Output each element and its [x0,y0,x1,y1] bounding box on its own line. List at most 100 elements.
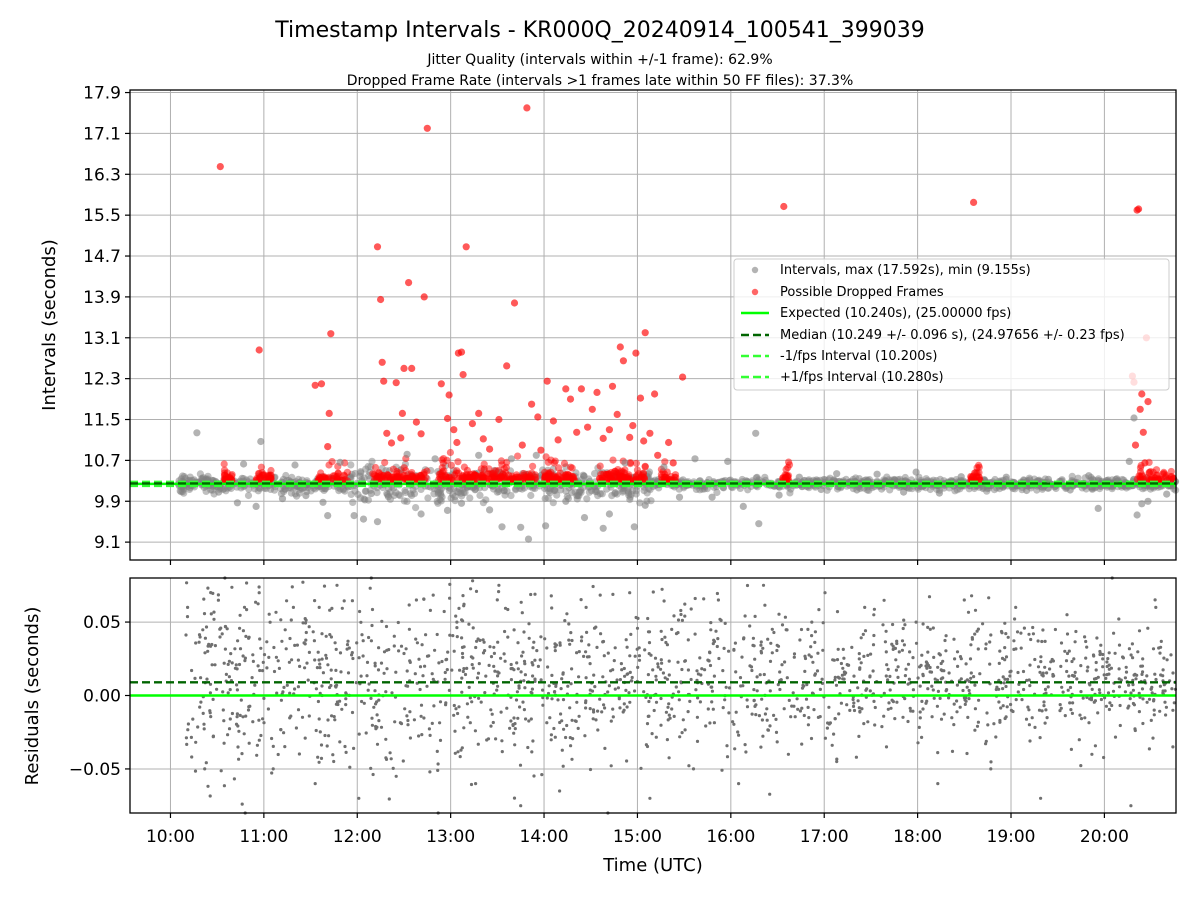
residual-cloud-point [931,688,935,692]
residual-cloud-point [1092,700,1096,704]
residual-cloud-point [812,708,816,712]
residual-cloud-point [406,718,410,723]
residual-cloud-point [332,759,336,764]
residual-cloud-point [303,642,307,646]
residual-cloud-point [654,700,659,704]
residual-cloud-point [246,708,251,712]
residual-cloud-point [245,581,249,585]
residual-cloud-point [835,610,840,614]
residual-cloud-point [1158,709,1162,713]
residual-cloud-point [921,672,925,676]
residual-cloud-point [407,603,411,607]
interval-point [675,493,684,501]
residual-cloud-point [476,742,480,746]
top-y-tick-label: 11.5 [83,411,121,431]
residual-cloud-point [1079,690,1083,694]
residual-cloud-point [828,721,833,725]
residual-cloud-point [194,641,198,645]
residual-cloud-point [798,709,803,713]
residual-cloud-point [656,662,660,666]
residual-cloud-point [1063,649,1067,653]
residual-cloud-point [854,755,859,759]
residual-cloud-point [196,725,200,729]
residual-cloud-point [598,593,602,597]
interval-cloud-point [591,470,599,478]
residual-cloud-point [1129,653,1133,657]
residual-cloud-point [628,654,632,658]
residual-cloud-point [775,648,779,653]
residual-cloud-point [590,689,595,693]
dropped-frame-cloud-point [1167,467,1175,476]
residual-cloud-point [436,768,440,773]
dropped-frame-point [584,423,592,431]
residual-cloud-point [1172,701,1176,705]
residual-cloud-point [354,681,358,685]
residual-cloud-point [451,634,455,638]
interval-point [755,520,763,528]
residual-cloud-point [884,674,888,678]
residual-cloud-point [548,716,552,720]
residual-cloud-point [958,655,963,659]
residual-cloud-point [582,654,586,659]
residual-cloud-point [753,657,757,661]
residual-cloud-point [235,712,239,716]
dropped-frame-point [654,451,662,459]
residual-cloud-point [903,674,908,678]
residual-cloud-point [1107,651,1111,655]
residual-cloud-point [613,646,617,650]
interval-point [302,492,310,500]
residual-cloud-point [609,669,613,673]
residual-cloud-point [462,645,466,649]
residual-cloud-point [900,648,905,652]
residual-cloud-point [288,636,292,641]
residual-cloud-point [362,701,366,705]
residual-cloud-point [373,689,377,693]
residual-cloud-point [375,725,379,729]
residual-cloud-point [1065,669,1069,674]
residual-point [716,598,721,602]
residual-cloud-point [298,664,302,669]
residual-cloud-point [1118,703,1122,708]
residual-cloud-point [201,628,205,632]
residual-point [1065,613,1069,617]
residual-cloud-point [1003,646,1007,650]
top-y-tick-label: 17.9 [83,84,121,104]
interval-point [752,429,760,437]
residual-cloud-point [529,717,533,721]
residual-cloud-point [469,655,473,659]
residual-cloud-point [323,733,327,738]
residual-cloud-point [373,664,377,668]
residual-cloud-point [216,598,220,602]
residual-cloud-point [496,640,500,644]
dropped-frame-cloud-point [491,467,499,475]
residual-cloud-point [929,670,934,674]
residual-cloud-point [665,738,670,742]
residual-cloud-point [947,696,951,700]
residual-cloud-point [405,669,409,673]
residual-cloud-point [766,728,770,732]
residual-cloud-point [606,690,610,694]
residual-cloud-point [826,721,830,725]
residual-cloud-point [471,579,475,583]
residual-cloud-point [774,717,778,722]
interval-point [532,451,540,459]
residual-cloud-point [213,663,217,667]
residual-cloud-point [584,650,588,654]
residual-cloud-point [711,707,715,711]
residual-cloud-point [938,653,942,657]
residual-cloud-point [443,670,447,675]
dropped-frame-point [641,329,649,337]
dropped-frame-point [528,400,536,408]
residual-cloud-point [755,689,759,693]
residual-cloud-point [1147,747,1151,751]
residual-cloud-point [727,686,732,690]
residual-cloud-point [531,739,535,743]
dropped-frame-point [479,435,487,443]
residual-cloud-point [939,668,943,672]
residual-cloud-point [509,678,513,682]
residual-cloud-point [460,676,464,680]
residual-cloud-point [276,659,280,663]
residual-cloud-point [445,668,449,672]
residual-cloud-point [897,650,901,654]
residual-cloud-point [272,645,276,650]
